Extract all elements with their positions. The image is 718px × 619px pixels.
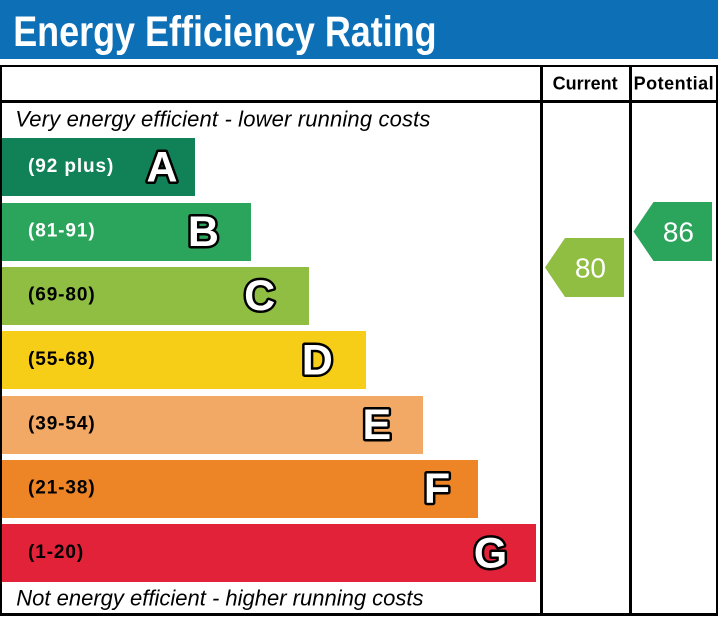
svg-text:(81-91): (81-91): [28, 220, 96, 241]
svg-text:(1-20): (1-20): [28, 542, 84, 563]
svg-text:Current: Current: [553, 73, 618, 93]
svg-text:G: G: [474, 529, 507, 577]
svg-text:Very energy efficient - lower: Very energy efficient - lower running co…: [15, 107, 430, 132]
svg-text:Energy Efficiency Rating: Energy Efficiency Rating: [13, 8, 436, 56]
svg-text:Potential: Potential: [634, 73, 715, 93]
svg-text:C: C: [244, 272, 275, 320]
svg-text:(55-68): (55-68): [28, 349, 96, 370]
svg-text:(69-80): (69-80): [28, 285, 96, 306]
svg-text:A: A: [146, 144, 177, 192]
svg-text:80: 80: [575, 253, 606, 284]
svg-text:D: D: [302, 337, 333, 385]
svg-text:B: B: [188, 208, 219, 256]
svg-text:Not energy efficient - higher: Not energy efficient - higher running co…: [16, 585, 423, 610]
svg-text:86: 86: [663, 217, 694, 248]
svg-text:E: E: [363, 401, 392, 449]
svg-text:F: F: [424, 465, 450, 513]
svg-text:(21-38): (21-38): [28, 478, 96, 499]
svg-text:(39-54): (39-54): [28, 413, 96, 434]
svg-text:(92 plus): (92 plus): [28, 156, 114, 177]
